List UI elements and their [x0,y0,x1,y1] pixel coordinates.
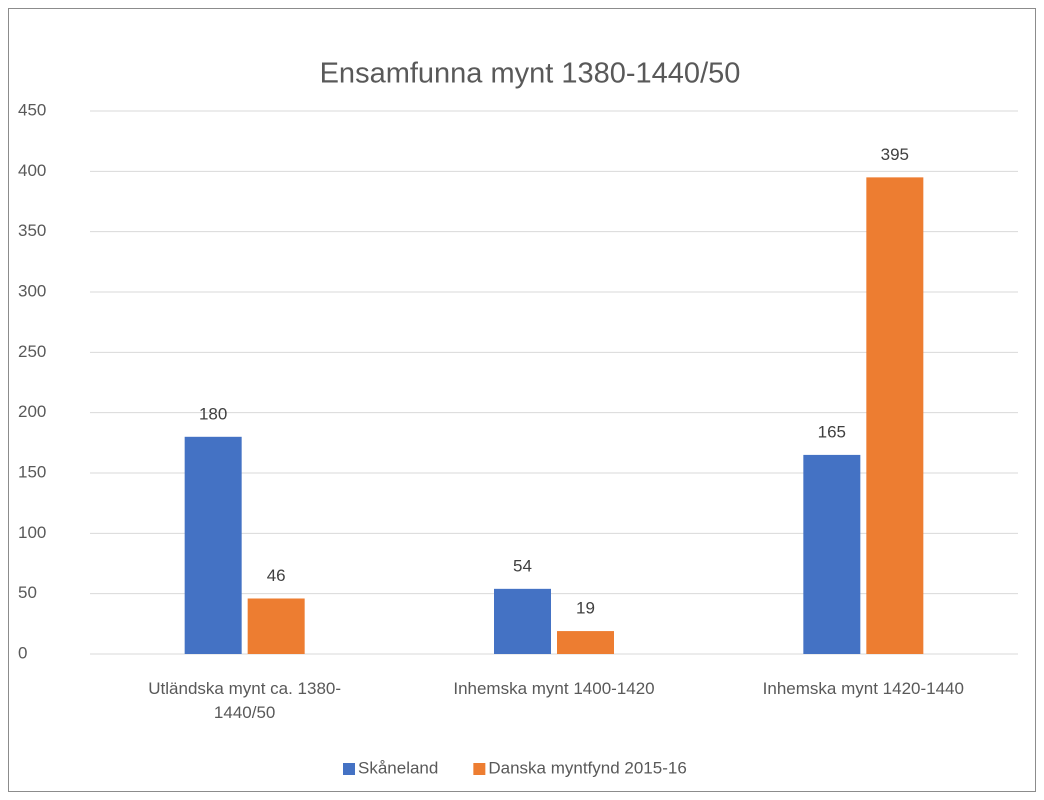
y-tick-label: 300 [18,281,46,300]
bar [866,177,924,654]
legend-swatch [343,763,355,775]
x-tick-label: Utländska mynt ca. 1380-1440/50 [148,679,342,722]
x-tick-label: Inhemska mynt 1400-1420 [453,679,655,698]
data-label: 54 [513,556,532,575]
y-tick-label: 350 [18,221,46,240]
x-tick-label: Inhemska mynt 1420-1440 [762,679,964,698]
y-tick-label: 50 [18,583,37,602]
bar [184,436,242,654]
bar [557,631,614,654]
y-tick-label: 400 [18,161,46,180]
y-tick-label: 150 [18,462,46,481]
y-tick-label: 100 [18,523,46,542]
y-tick-label: 0 [18,643,27,662]
chart-border [8,8,1036,792]
data-label: 180 [199,404,227,423]
bar [803,454,861,654]
legend-label: Danska myntfynd 2015-16 [488,758,686,777]
y-tick-label: 200 [18,402,46,421]
legend-label: Skåneland [358,758,438,777]
bar [247,598,305,654]
y-tick-label: 450 [18,100,46,119]
bar [494,588,551,654]
chart-title: Ensamfunna mynt 1380-1440/50 [320,58,741,90]
data-label: 46 [267,566,286,585]
y-tick-label: 250 [18,342,46,361]
data-label: 165 [818,422,846,441]
data-label: 19 [576,599,595,618]
legend-swatch [473,763,486,775]
data-label: 395 [881,145,909,164]
